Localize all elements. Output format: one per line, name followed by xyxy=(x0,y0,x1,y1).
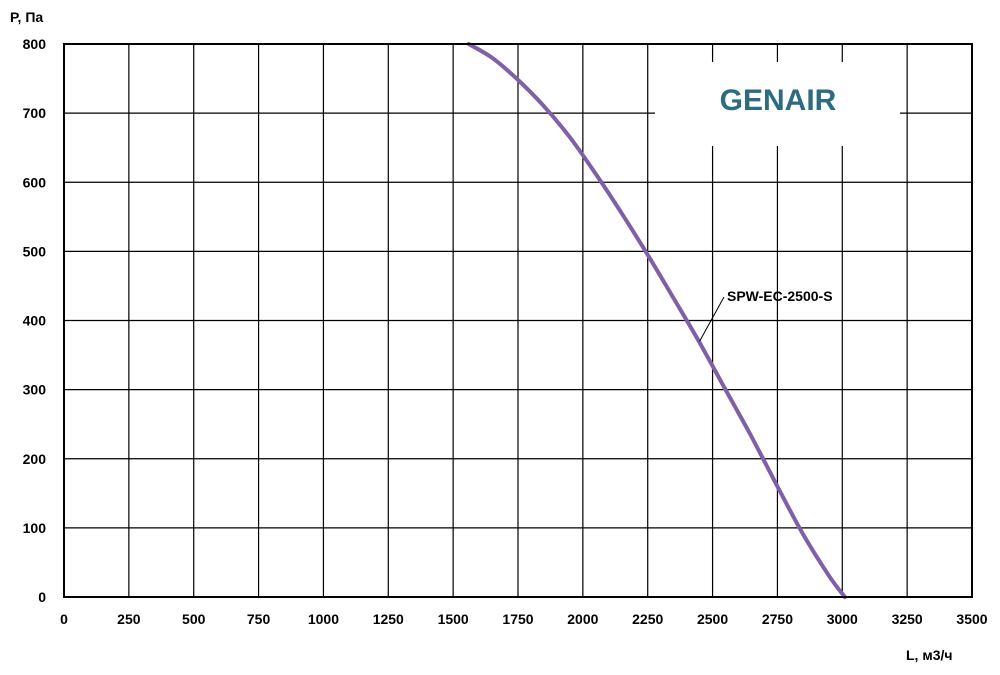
y-tick-label: 400 xyxy=(23,313,47,329)
x-tick-label: 750 xyxy=(247,611,271,627)
series-label: SPW-EC-2500-S xyxy=(727,288,833,304)
y-tick-label: 300 xyxy=(23,382,47,398)
series-layer xyxy=(466,42,847,599)
y-tick-label: 200 xyxy=(23,451,47,467)
y-tick-label: 500 xyxy=(23,243,47,259)
y-axis-label: P, Па xyxy=(10,9,43,25)
plot-frame xyxy=(63,43,973,598)
x-tick-label: 1250 xyxy=(373,611,404,627)
y-tick-labels: 0 100 200 300 400 500 600 700 800 xyxy=(23,36,47,605)
x-tick-label: 2000 xyxy=(567,611,598,627)
x-tick-label: 1000 xyxy=(308,611,339,627)
x-tick-label: 3000 xyxy=(827,611,858,627)
x-tick-label: 2500 xyxy=(697,611,728,627)
x-tick-label: 1500 xyxy=(438,611,469,627)
y-tick-label: 100 xyxy=(23,520,47,536)
x-axis-label: L, м3/ч xyxy=(906,647,953,663)
x-tick-label: 2250 xyxy=(632,611,663,627)
y-tick-label: 0 xyxy=(38,589,46,605)
legend-box xyxy=(655,62,900,146)
y-tick-label: 700 xyxy=(23,105,47,121)
brand-logo: GENAIR xyxy=(720,84,837,117)
x-tick-label: 3250 xyxy=(892,611,923,627)
x-tick-label: 1750 xyxy=(502,611,533,627)
series-line xyxy=(466,42,847,599)
x-tick-label: 0 xyxy=(60,611,68,627)
x-tick-label: 250 xyxy=(117,611,141,627)
x-tick-label: 500 xyxy=(182,611,206,627)
x-tick-labels: 0 250 500 750 1000 1250 1500 1750 2000 2250 2500 27… xyxy=(60,611,988,627)
x-tick-label: 2750 xyxy=(762,611,793,627)
y-tick-label: 600 xyxy=(23,174,47,190)
y-tick-label: 800 xyxy=(23,36,47,52)
series-label-leader xyxy=(699,296,725,342)
x-tick-label: 3500 xyxy=(956,611,987,627)
